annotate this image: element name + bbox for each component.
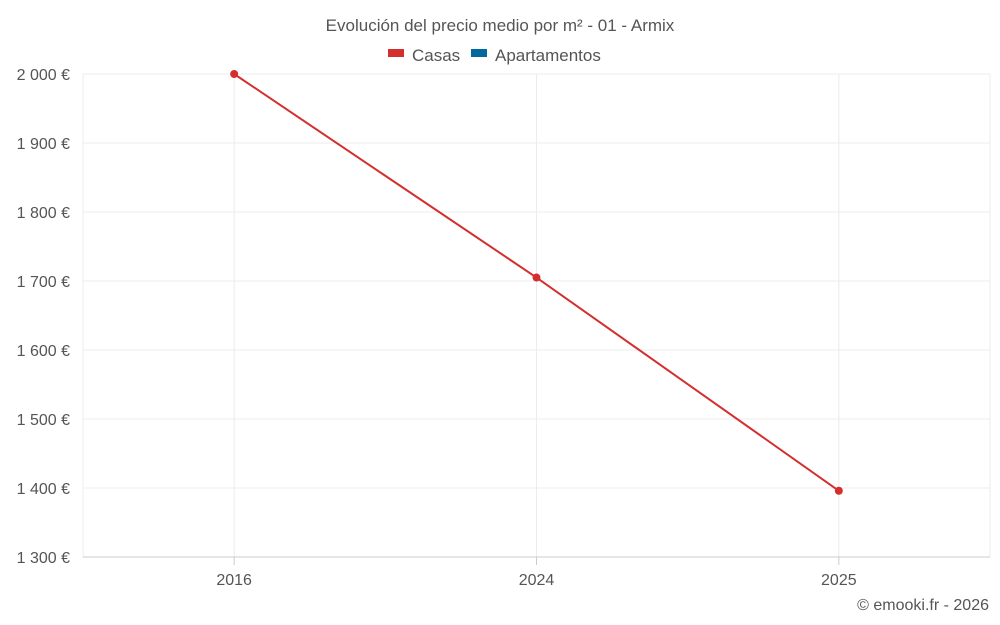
- y-tick-label: 1 900 €: [17, 136, 70, 153]
- chart-title: Evolución del precio medio por m² - 01 -…: [326, 16, 675, 35]
- y-tick-label: 1 600 €: [17, 343, 70, 360]
- legend-label-casas[interactable]: Casas: [412, 46, 460, 65]
- data-point-casas[interactable]: [834, 486, 843, 495]
- y-tick-label: 2 000 €: [17, 67, 70, 84]
- y-tick-label: 1 500 €: [17, 412, 70, 429]
- credit-text: © emooki.fr - 2026: [857, 597, 989, 614]
- x-tick-label: 2024: [519, 572, 555, 589]
- legend: Casas Apartamentos: [388, 46, 601, 65]
- x-tick-label: 2025: [821, 572, 857, 589]
- axes: 2 000 € 1 900 € 1 800 € 1 700 € 1 600 € 1 500…: [17, 67, 990, 589]
- series: [230, 70, 843, 495]
- y-tick-label: 1 800 €: [17, 205, 70, 222]
- grid: [82, 73, 991, 557]
- y-tick-label: 1 300 €: [17, 550, 70, 567]
- x-tick-label: 2016: [216, 572, 252, 589]
- y-tick-label: 1 400 €: [17, 481, 70, 498]
- data-point-casas[interactable]: [532, 273, 541, 282]
- legend-label-apartamentos[interactable]: Apartamentos: [495, 46, 601, 65]
- y-tick-label: 1 700 €: [17, 274, 70, 291]
- legend-swatch-apartamentos: [471, 49, 487, 57]
- data-point-casas[interactable]: [230, 70, 239, 78]
- legend-swatch-casas: [388, 49, 404, 57]
